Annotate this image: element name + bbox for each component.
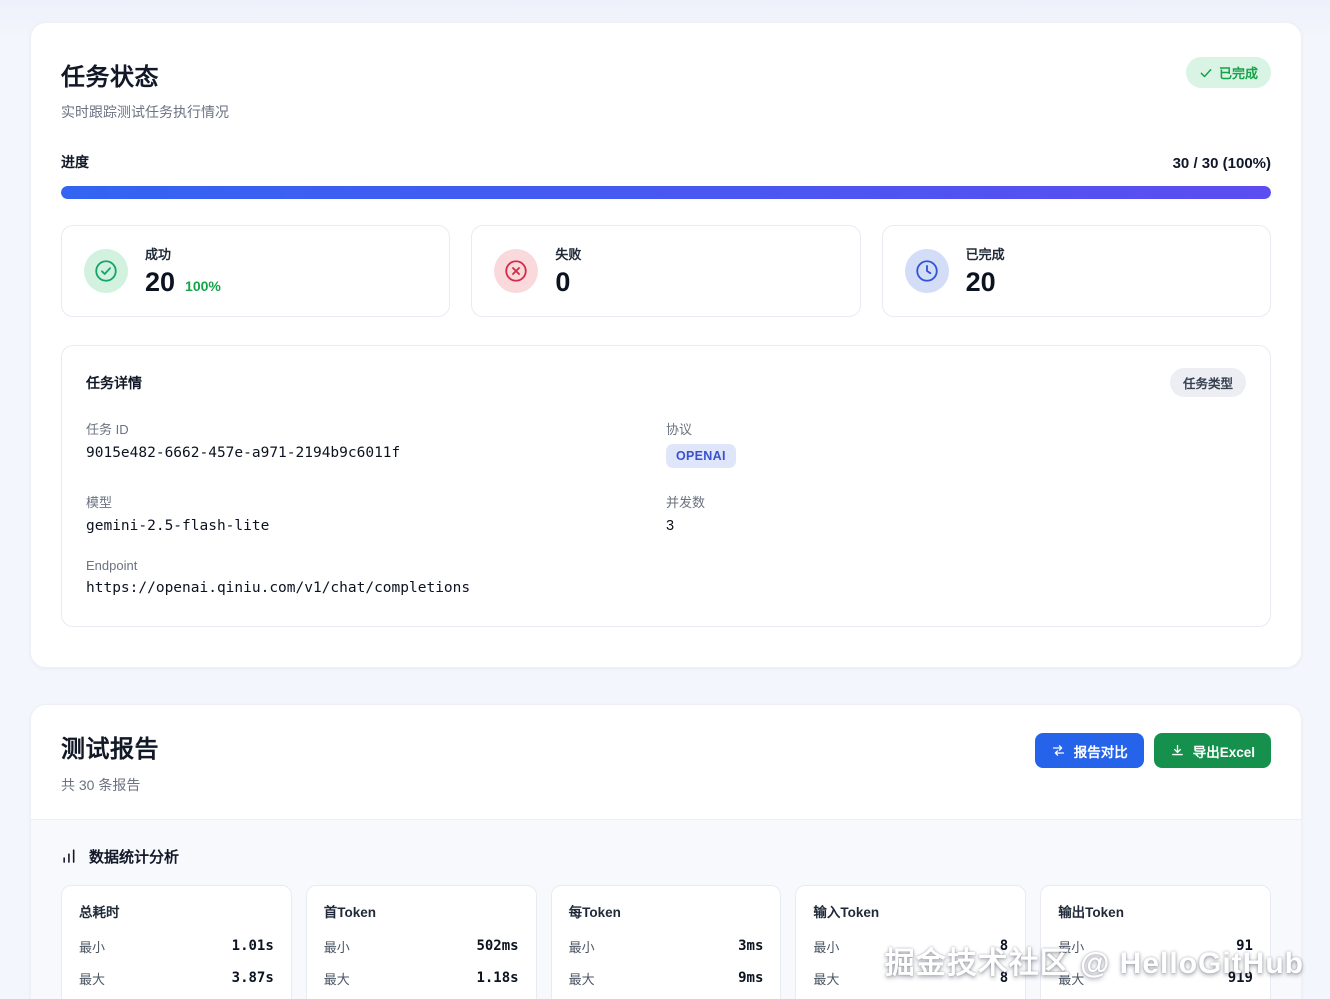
check-icon xyxy=(1199,66,1213,80)
max-label: 最大 xyxy=(79,971,106,987)
model-label: 模型 xyxy=(86,495,113,510)
report-title: 测试报告 xyxy=(61,736,159,763)
stat-success-label: 成功 xyxy=(145,247,172,262)
concurrency-value: 3 xyxy=(666,518,675,534)
task-details-card: 任务详情 任务类型 任务 ID 9015e482-6662-457e-a971-… xyxy=(61,345,1271,627)
data-statistics-section: 数据统计分析 总耗时 最小1.01s 最大3.87s 平均2.46s 中位数2.… xyxy=(31,819,1301,999)
card-title: 每Token xyxy=(568,905,621,920)
test-report-panel: 测试报告 共 30 条报告 报告对比 导出Excel xyxy=(30,704,1302,999)
stat-card-completed: 已完成 20 xyxy=(881,225,1271,317)
compare-reports-label: 报告对比 xyxy=(1073,744,1128,760)
field-concurrency: 并发数 3 xyxy=(666,492,1246,534)
status-badge-label: 已完成 xyxy=(1218,66,1258,81)
stat-card-failed: 失败 0 xyxy=(471,225,861,317)
task-status-title: 任务状态 xyxy=(61,64,159,91)
protocol-label: 协议 xyxy=(666,422,693,437)
stat-success-value: 20 xyxy=(145,267,176,297)
max-label: 最大 xyxy=(323,971,350,987)
task-type-badge: 任务类型 xyxy=(1169,368,1246,397)
x-circle-icon xyxy=(494,249,539,293)
task-status-panel: 任务状态 实时跟踪测试任务执行情况 已完成 进度 30 / 30 (100%) xyxy=(30,22,1302,668)
max-label: 最大 xyxy=(1058,971,1085,987)
min-label: 最小 xyxy=(323,939,350,955)
data-statistics-title: 数据统计分析 xyxy=(89,849,180,866)
max-value: 1.18s xyxy=(476,970,519,986)
max-value: 919 xyxy=(1227,970,1253,986)
max-label: 最大 xyxy=(813,971,840,987)
report-count: 共 30 条报告 xyxy=(61,777,141,793)
protocol-badge: OPENAI xyxy=(666,444,736,468)
concurrency-label: 并发数 xyxy=(666,495,706,510)
report-card-total-time: 总耗时 最小1.01s 最大3.87s 平均2.46s 中位数2.59s xyxy=(61,885,292,999)
field-task-id: 任务 ID 9015e482-6662-457e-a971-2194b9c601… xyxy=(86,419,666,468)
progress-bar xyxy=(61,186,1271,199)
max-label: 最大 xyxy=(568,971,595,987)
min-label: 最小 xyxy=(1058,939,1085,955)
stat-completed-label: 已完成 xyxy=(965,247,1005,262)
stat-failed-label: 失败 xyxy=(555,247,582,262)
min-label: 最小 xyxy=(568,939,595,955)
min-value: 502ms xyxy=(476,938,519,954)
field-protocol: 协议 OPENAI xyxy=(666,419,1246,468)
min-value: 1.01s xyxy=(231,938,274,954)
stat-card-success: 成功 20 100% xyxy=(61,225,451,317)
max-value: 3.87s xyxy=(231,970,274,986)
report-card-input-token: 输入Token 最小8 最大8 平均8 中位数8 xyxy=(795,885,1027,999)
task-status-subtitle: 实时跟踪测试任务执行情况 xyxy=(61,104,229,120)
stat-failed-value: 0 xyxy=(555,267,571,297)
stat-success-rate: 100% xyxy=(185,278,221,294)
max-value: 8 xyxy=(999,970,1009,986)
clock-icon xyxy=(904,249,949,293)
min-value: 91 xyxy=(1236,938,1253,954)
compare-reports-button[interactable]: 报告对比 xyxy=(1034,733,1144,768)
card-title: 总耗时 xyxy=(79,905,120,920)
task-id-value: 9015e482-6662-457e-a971-2194b9c6011f xyxy=(86,445,401,461)
export-excel-button[interactable]: 导出Excel xyxy=(1153,733,1271,768)
card-title: 输入Token xyxy=(813,905,880,920)
max-value: 9ms xyxy=(738,970,764,986)
endpoint-label: Endpoint xyxy=(86,558,138,573)
endpoint-value: https://openai.qiniu.com/v1/chat/complet… xyxy=(86,580,471,596)
progress-bar-fill xyxy=(61,186,1271,199)
min-label: 最小 xyxy=(813,939,840,955)
progress-count: 30 / 30 (100%) xyxy=(1172,155,1271,172)
min-value: 8 xyxy=(999,938,1009,954)
status-badge: 已完成 xyxy=(1185,57,1271,88)
bar-chart-icon xyxy=(61,847,80,866)
compare-arrows-icon xyxy=(1051,743,1066,758)
task-details-title: 任务详情 xyxy=(86,374,142,391)
min-label: 最小 xyxy=(79,939,106,955)
field-model: 模型 gemini-2.5-flash-lite xyxy=(86,492,666,534)
export-excel-label: 导出Excel xyxy=(1192,744,1255,760)
check-circle-icon xyxy=(84,249,128,293)
card-title: 输出Token xyxy=(1058,905,1124,920)
stat-completed-value: 20 xyxy=(965,267,996,297)
card-title: 首Token xyxy=(323,905,377,920)
task-id-label: 任务 ID xyxy=(86,422,129,437)
model-value: gemini-2.5-flash-lite xyxy=(86,518,270,534)
min-value: 3ms xyxy=(738,938,764,954)
download-icon xyxy=(1170,743,1185,758)
field-endpoint: Endpoint https://openai.qiniu.com/v1/cha… xyxy=(86,558,666,596)
progress-label: 进度 xyxy=(61,154,89,170)
